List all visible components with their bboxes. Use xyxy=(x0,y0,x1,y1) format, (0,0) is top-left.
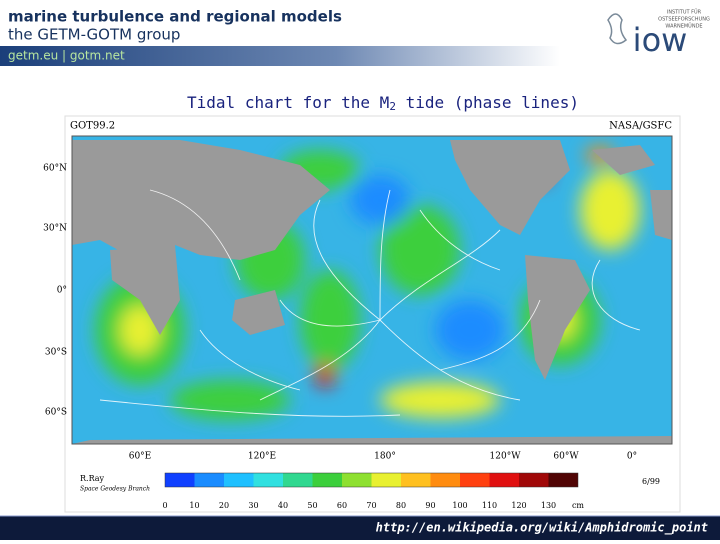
lat-label: 30°N xyxy=(43,224,67,234)
colorbar-swatch xyxy=(283,473,313,487)
colorbar-tick-label: 10 xyxy=(189,501,199,510)
colorbar-tick-label: 110 xyxy=(482,501,497,510)
colorbar-tick-label: 80 xyxy=(396,501,406,510)
map-credit: NASA/GSFC xyxy=(609,121,672,132)
header-subtitle: the GETM-GOTM group xyxy=(8,26,180,44)
footer-bar xyxy=(0,516,720,540)
header-title: marine turbulence and regional models xyxy=(8,8,342,26)
colorbar-border xyxy=(164,472,579,488)
colorbar-tick-label: 70 xyxy=(366,501,376,510)
lon-label: 180° xyxy=(374,452,396,462)
map-border xyxy=(71,135,673,445)
colorbar-swatch xyxy=(548,473,578,487)
logo-text: iow xyxy=(633,21,688,59)
slide-title: Tidal chart for the M2 tide (phase lines… xyxy=(187,93,579,114)
colorbar-tick-label: 130 xyxy=(541,501,556,510)
lon-label: 60°E xyxy=(129,452,152,462)
title-text: Tidal chart for the M xyxy=(187,93,389,112)
colorbar-swatch xyxy=(253,473,283,487)
lon-label: 120°W xyxy=(490,452,522,462)
colorbar-unit: cm xyxy=(572,501,584,510)
map-author-unit: Space Geodesy Branch xyxy=(80,486,150,493)
logo-mark xyxy=(607,13,628,45)
colorbar-tick-label: 120 xyxy=(511,501,526,510)
colorbar-swatch xyxy=(224,473,254,487)
map-author: R.Ray xyxy=(80,474,105,483)
lat-label: 30°S xyxy=(45,348,67,358)
colorbar-swatch xyxy=(342,473,372,487)
colorbar-swatch xyxy=(165,473,195,487)
lon-label: 120°E xyxy=(248,452,276,462)
lat-label: 60°N xyxy=(43,164,67,174)
logo-small: INSTITUT FÜR xyxy=(667,9,702,16)
colorbar-swatch xyxy=(460,473,490,487)
lat-label: 60°S xyxy=(45,408,67,418)
colorbar-swatch xyxy=(371,473,401,487)
colorbar-swatch xyxy=(519,473,549,487)
colorbar-swatch xyxy=(430,473,460,487)
colorbar-swatch xyxy=(312,473,342,487)
colorbar-swatch xyxy=(401,473,431,487)
map-model: GOT99.2 xyxy=(70,121,115,132)
colorbar-tick-label: 60 xyxy=(337,501,347,510)
logo-small: WARNEMÜNDE xyxy=(665,23,702,30)
title-subscript: 2 xyxy=(389,100,396,113)
colorbar-tick-label: 100 xyxy=(452,501,467,510)
lon-label: 0° xyxy=(627,452,637,462)
header-links: getm.eu | gotm.net xyxy=(8,49,125,63)
colorbar-swatch xyxy=(194,473,224,487)
logo-small: OSTSEEFORSCHUNG xyxy=(658,17,710,23)
map-image xyxy=(72,136,672,444)
lon-label: 60°W xyxy=(553,452,579,462)
colorbar-tick-label: 30 xyxy=(248,501,258,510)
map-date: 6/99 xyxy=(642,477,660,486)
header-band xyxy=(0,46,560,66)
colorbar-tick-label: 50 xyxy=(307,501,317,510)
colorbar-tick-label: 40 xyxy=(278,501,288,510)
footer-url: http://en.wikipedia.org/wiki/Amphidromic… xyxy=(376,521,708,536)
colorbar-tick-label: 20 xyxy=(219,501,229,510)
title-text: tide (phase lines) xyxy=(396,93,579,112)
colorbar-swatch xyxy=(489,473,519,487)
colorbar-tick-label: 0 xyxy=(162,501,167,510)
lat-label: 0° xyxy=(57,286,67,296)
colorbar-tick-label: 90 xyxy=(425,501,435,510)
